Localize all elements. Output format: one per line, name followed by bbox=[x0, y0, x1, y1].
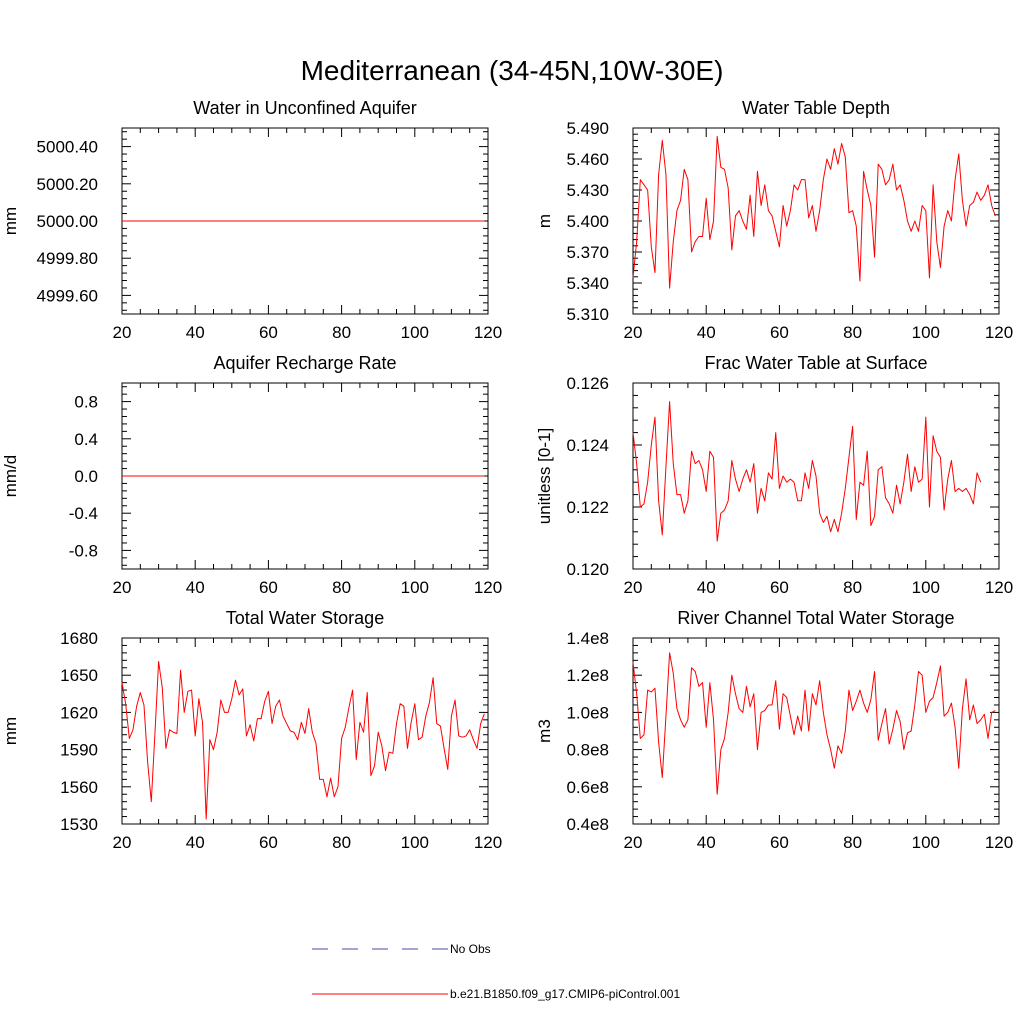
y-axis-label: mm bbox=[1, 717, 20, 745]
x-tick-label: 100 bbox=[401, 578, 429, 597]
legend-label-no-obs: No Obs bbox=[450, 942, 491, 956]
y-tick-label: 1530 bbox=[60, 815, 98, 834]
panel-2: Water Table Depth 20 40 60 80 100 120 5.310 5.34… bbox=[535, 98, 1013, 342]
panel-title: Total Water Storage bbox=[226, 608, 384, 628]
y-tick-label: 0.4e8 bbox=[566, 815, 609, 834]
y-tick-label: -0.4 bbox=[69, 504, 98, 523]
x-tick-label: 80 bbox=[332, 833, 351, 852]
y-tick-label: 5.490 bbox=[566, 119, 609, 138]
x-tick-label: 40 bbox=[186, 578, 205, 597]
legend: No Obs b.e21.B1850.f09_g17.CMIP6-piContr… bbox=[312, 942, 680, 1001]
y-tick-label: 0.124 bbox=[566, 436, 609, 455]
y-tick-label: 0.6e8 bbox=[566, 778, 609, 797]
y-axis-label: mm bbox=[1, 207, 20, 235]
x-tick-label: 60 bbox=[259, 833, 278, 852]
x-tick-label: 20 bbox=[624, 323, 643, 342]
x-tick-label: 100 bbox=[401, 833, 429, 852]
x-tick-label: 120 bbox=[985, 833, 1013, 852]
panel-title: Aquifer Recharge Rate bbox=[213, 353, 396, 373]
y-axis-label: m bbox=[535, 214, 554, 228]
x-tick-label: 80 bbox=[843, 323, 862, 342]
y-tick-label: 5.340 bbox=[566, 274, 609, 293]
x-tick-label: 100 bbox=[912, 833, 940, 852]
panel-title: Water Table Depth bbox=[742, 98, 890, 118]
series-line bbox=[632, 135, 996, 289]
y-tick-label: 5.460 bbox=[566, 150, 609, 169]
y-tick-label: 4999.80 bbox=[37, 249, 98, 268]
panel-4: Frac Water Table at Surface 20 40 60 80 100 12… bbox=[535, 353, 1013, 597]
panel-3: Aquifer Recharge Rate 20 40 60 80 100 120 -0.8 -… bbox=[1, 353, 502, 597]
panel-title: River Channel Total Water Storage bbox=[677, 608, 954, 628]
legend-label-model: b.e21.B1850.f09_g17.CMIP6-piControl.001 bbox=[450, 987, 680, 1001]
x-tick-label: 40 bbox=[186, 323, 205, 342]
x-tick-label: 20 bbox=[113, 833, 132, 852]
y-tick-label: 0.8e8 bbox=[566, 741, 609, 760]
x-tick-label: 20 bbox=[113, 323, 132, 342]
x-tick-label: 60 bbox=[259, 323, 278, 342]
x-tick-label: 80 bbox=[332, 578, 351, 597]
plot-frame bbox=[632, 637, 1000, 825]
y-tick-label: 5.430 bbox=[566, 181, 609, 200]
y-axis-label: m3 bbox=[535, 719, 554, 743]
x-tick-label: 120 bbox=[474, 833, 502, 852]
y-tick-label: 5.400 bbox=[566, 212, 609, 231]
panels: Water in Unconfined Aquifer 20 40 60 80 100 12… bbox=[1, 98, 1013, 852]
series-line bbox=[632, 401, 982, 542]
y-tick-label: 0.120 bbox=[566, 560, 609, 579]
y-axis-label: unitless [0-1] bbox=[535, 428, 554, 524]
x-tick-label: 40 bbox=[697, 578, 716, 597]
y-tick-label: 5000.40 bbox=[37, 138, 98, 157]
x-tick-label: 40 bbox=[697, 323, 716, 342]
x-tick-label: 120 bbox=[985, 578, 1013, 597]
x-tick-label: 40 bbox=[697, 833, 716, 852]
y-tick-label: 1590 bbox=[60, 741, 98, 760]
y-tick-label: -0.8 bbox=[69, 541, 98, 560]
y-tick-label: 5.310 bbox=[566, 305, 609, 324]
y-tick-label: 4999.60 bbox=[37, 286, 98, 305]
x-tick-label: 80 bbox=[843, 833, 862, 852]
x-tick-label: 20 bbox=[624, 578, 643, 597]
plot-frame bbox=[632, 127, 1000, 315]
x-tick-label: 20 bbox=[624, 833, 643, 852]
x-tick-label: 60 bbox=[770, 323, 789, 342]
y-tick-label: 0.8 bbox=[74, 393, 98, 412]
x-tick-label: 120 bbox=[474, 323, 502, 342]
series-line bbox=[121, 661, 485, 820]
x-tick-label: 60 bbox=[259, 578, 278, 597]
y-tick-label: 5000.00 bbox=[37, 212, 98, 231]
y-tick-label: 1680 bbox=[60, 629, 98, 648]
x-tick-label: 100 bbox=[912, 578, 940, 597]
panel-1: Water in Unconfined Aquifer 20 40 60 80 100 12… bbox=[1, 98, 502, 342]
x-tick-label: 40 bbox=[186, 833, 205, 852]
x-tick-label: 20 bbox=[113, 578, 132, 597]
x-tick-label: 120 bbox=[985, 323, 1013, 342]
y-tick-label: 1560 bbox=[60, 778, 98, 797]
y-tick-label: 5000.20 bbox=[37, 175, 98, 194]
y-tick-label: 0.126 bbox=[566, 374, 609, 393]
x-tick-label: 100 bbox=[912, 323, 940, 342]
x-tick-label: 80 bbox=[332, 323, 351, 342]
y-tick-label: 1650 bbox=[60, 666, 98, 685]
series-line bbox=[632, 652, 996, 795]
x-tick-label: 60 bbox=[770, 833, 789, 852]
y-tick-label: 1.0e8 bbox=[566, 703, 609, 722]
y-tick-label: 1.4e8 bbox=[566, 629, 609, 648]
y-axis-label: mm/d bbox=[1, 455, 20, 498]
x-tick-label: 120 bbox=[474, 578, 502, 597]
y-tick-label: 1620 bbox=[60, 703, 98, 722]
panel-title: Water in Unconfined Aquifer bbox=[193, 98, 416, 118]
y-tick-label: 1.2e8 bbox=[566, 666, 609, 685]
figure-title: Mediterranean (34-45N,10W-30E) bbox=[301, 55, 724, 86]
y-tick-label: 5.370 bbox=[566, 243, 609, 262]
y-tick-label: 0.4 bbox=[74, 430, 98, 449]
panel-6: River Channel Total Water Storage 20 40 60 8… bbox=[535, 608, 1013, 852]
x-tick-label: 100 bbox=[401, 323, 429, 342]
y-tick-label: 0.0 bbox=[74, 467, 98, 486]
x-tick-label: 60 bbox=[770, 578, 789, 597]
panel-title: Frac Water Table at Surface bbox=[704, 353, 927, 373]
y-tick-label: 0.122 bbox=[566, 498, 609, 517]
panel-5: Total Water Storage 20 40 60 80 100 120 1530 156… bbox=[1, 608, 502, 852]
x-tick-label: 80 bbox=[843, 578, 862, 597]
